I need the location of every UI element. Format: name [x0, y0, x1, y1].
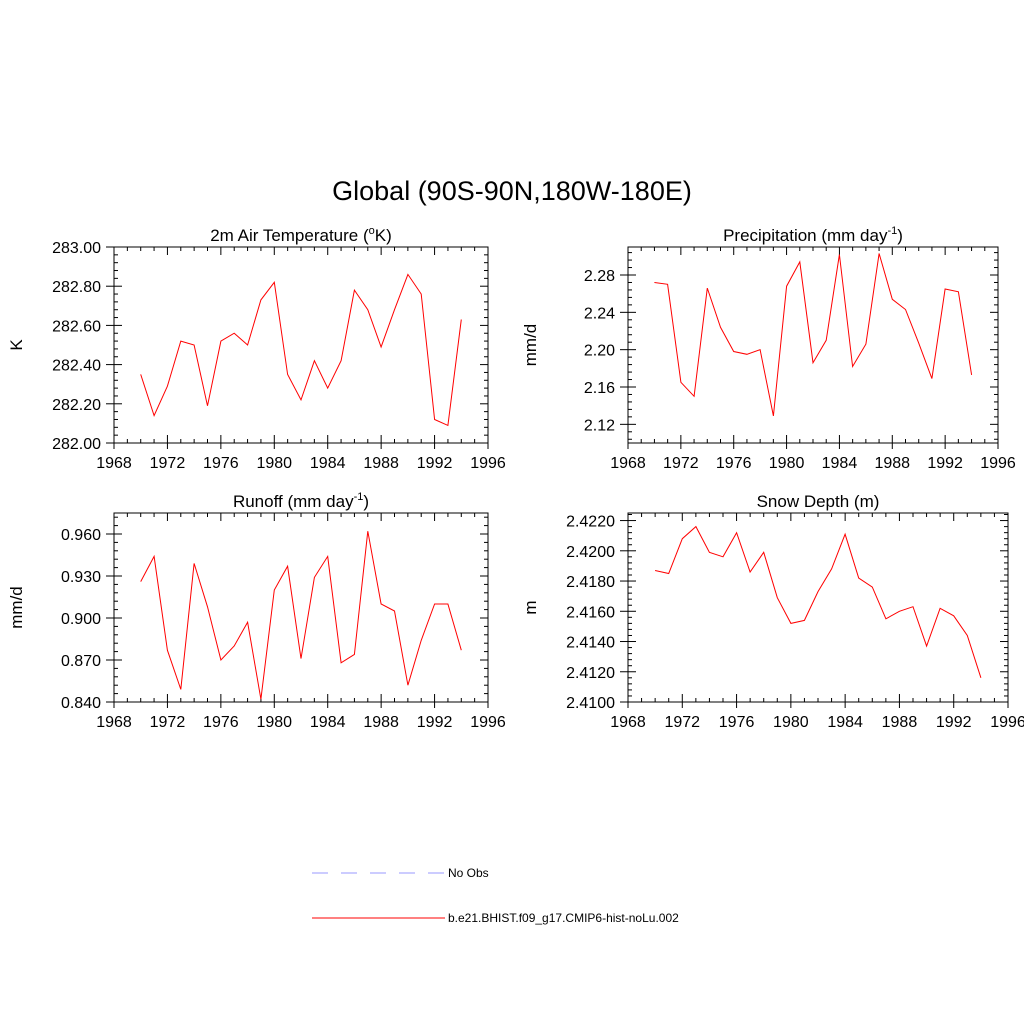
y-tick-label: 2.4140 [566, 635, 615, 652]
y-axis-label: K [7, 339, 26, 351]
legend-label-2: b.e21.BHIST.f09_g17.CMIP6-hist-noLu.002 [448, 911, 679, 925]
x-tick-label: 1988 [874, 455, 910, 472]
y-tick-label: 0.870 [61, 653, 101, 670]
panel-title: Runoff (mm day-1) [233, 491, 369, 511]
x-tick-label: 1968 [610, 455, 646, 472]
x-tick-label: 1980 [256, 714, 292, 731]
x-tick-label: 1984 [822, 455, 858, 472]
y-tick-label: 0.930 [61, 569, 101, 586]
y-tick-label: 282.00 [52, 436, 101, 453]
y-tick-label: 2.12 [584, 417, 615, 434]
y-tick-label: 0.900 [61, 611, 101, 628]
series-line [654, 253, 973, 416]
x-tick-label: 1988 [363, 455, 399, 472]
y-axis-label: m [521, 600, 540, 614]
y-tick-label: 282.40 [52, 358, 101, 375]
panel-title: 2m Air Temperature (oK) [210, 225, 392, 245]
y-tick-label: 282.20 [52, 397, 101, 414]
x-tick-label: 1992 [417, 714, 453, 731]
plot-frame [113, 512, 489, 703]
chart-panel-3: Runoff (mm day-1) mm/d 1968 1972 1976 1980 198… [7, 491, 506, 731]
x-tick-label: 1968 [610, 714, 646, 731]
x-tick-label: 1984 [310, 455, 346, 472]
series-line [140, 273, 462, 427]
x-tick-label: 1972 [663, 455, 699, 472]
x-tick-label: 1968 [96, 714, 132, 731]
x-tick-label: 1976 [716, 455, 752, 472]
chart-panel-4: Snow Depth (m) m 1968 1972 1976 1980 1984 1988 1… [521, 492, 1024, 731]
x-tick-label: 1996 [470, 455, 506, 472]
y-tick-label: 2.4100 [566, 695, 615, 712]
series-line [654, 525, 982, 678]
chart-panel-1: 2m Air Temperature (oK) K 1968 1972 1976 1980… [7, 225, 506, 472]
x-tick-label: 1972 [150, 714, 186, 731]
y-tick-label: 2.4180 [566, 574, 615, 591]
legend: No Obs b.e21.BHIST.f09_g17.CMIP6-hist-noL… [312, 866, 679, 925]
plot-frame [113, 246, 489, 444]
panel-title: Snow Depth (m) [757, 492, 880, 511]
y-tick-label: 282.60 [52, 318, 101, 335]
panels: 2m Air Temperature (oK) K 1968 1972 1976 1980… [7, 225, 1024, 731]
x-tick-label: 1980 [773, 714, 809, 731]
y-tick-label: 2.16 [584, 380, 615, 397]
y-tick-label: 2.4160 [566, 604, 615, 621]
x-tick-label: 1996 [980, 455, 1016, 472]
legend-label-1: No Obs [448, 866, 489, 880]
x-tick-label: 1968 [96, 455, 132, 472]
y-tick-label: 2.4200 [566, 544, 615, 561]
y-tick-label: 282.80 [52, 279, 101, 296]
plot-frame [627, 246, 999, 444]
y-tick-label: 283.00 [52, 240, 101, 257]
x-tick-label: 1980 [769, 455, 805, 472]
series-line [140, 531, 462, 700]
y-tick-label: 2.24 [584, 305, 615, 322]
y-tick-label: 2.4120 [566, 665, 615, 682]
x-tick-label: 1996 [470, 714, 506, 731]
x-tick-label: 1992 [417, 455, 453, 472]
y-tick-label: 2.20 [584, 343, 615, 360]
x-tick-label: 1984 [827, 714, 863, 731]
x-tick-label: 1976 [719, 714, 755, 731]
y-tick-label: 0.960 [61, 527, 101, 544]
x-tick-label: 1980 [256, 455, 292, 472]
x-tick-label: 1984 [310, 714, 346, 731]
x-tick-label: 1992 [927, 455, 963, 472]
chart-panel-2: Precipitation (mm day-1) mm/d 1968 1972 1976… [521, 225, 1016, 472]
x-tick-label: 1992 [936, 714, 972, 731]
x-tick-label: 1988 [363, 714, 399, 731]
plot-frame [627, 512, 1009, 703]
y-axis-label: mm/d [521, 324, 540, 367]
x-tick-label: 1976 [203, 714, 239, 731]
figure-title: Global (90S-90N,180W-180E) [332, 176, 692, 206]
panel-title: Precipitation (mm day-1) [723, 225, 903, 245]
x-tick-label: 1972 [664, 714, 700, 731]
x-tick-label: 1988 [882, 714, 918, 731]
y-tick-label: 2.28 [584, 268, 615, 285]
y-tick-label: 0.840 [61, 695, 101, 712]
x-tick-label: 1976 [203, 455, 239, 472]
y-axis-label: mm/d [7, 586, 26, 629]
x-tick-label: 1972 [150, 455, 186, 472]
y-tick-label: 2.4220 [566, 514, 615, 531]
x-tick-label: 1996 [990, 714, 1024, 731]
